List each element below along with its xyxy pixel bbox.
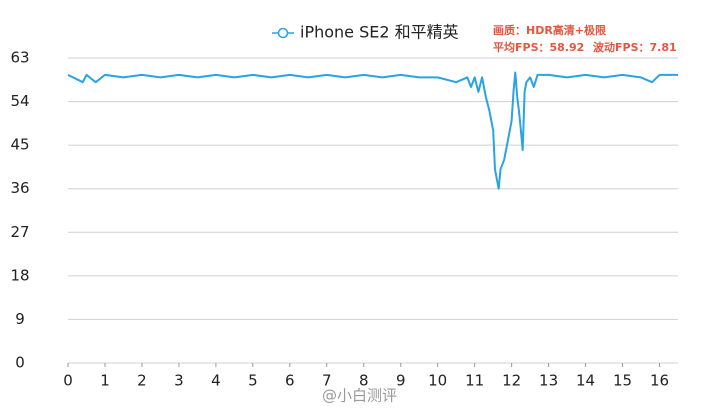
legend-label: iPhone SE2 和平精英 <box>300 23 459 42</box>
legend-swatch <box>277 27 289 39</box>
x-tick-label: 5 <box>248 372 258 390</box>
line <box>67 71 678 190</box>
y-tick-label: 36 <box>10 179 29 197</box>
x-tick-label: 12 <box>502 372 521 390</box>
x-tick-label: 2 <box>137 372 147 390</box>
x-tick-label: 0 <box>63 372 73 390</box>
y-tick-label: 0 <box>15 354 25 372</box>
y-tick-label: 63 <box>10 49 29 67</box>
x-tick-label: 1 <box>100 372 110 390</box>
annotation: 平均FPS：58.92 <box>493 40 584 54</box>
y-tick-label: 45 <box>10 136 29 154</box>
x-tick-label: 13 <box>539 372 558 390</box>
y-tick-label: 18 <box>10 266 29 284</box>
x-tick-label: 6 <box>285 372 295 390</box>
x-tick-label: 7 <box>322 372 332 390</box>
x-tick-label: 9 <box>396 372 406 390</box>
y-tick-label: 54 <box>10 92 29 110</box>
x-tick-label: 15 <box>613 372 632 390</box>
x-tick-label: 10 <box>428 372 447 390</box>
y-tick-label: 9 <box>15 310 25 328</box>
x-tick-label: 8 <box>359 372 369 390</box>
x-tick-label: 14 <box>576 372 595 390</box>
y-tick-label: 27 <box>10 223 29 241</box>
annotation: 波动FPS：7.81 <box>593 40 677 54</box>
x-tick-label: 11 <box>465 372 484 390</box>
x-tick-label: 16 <box>650 372 669 390</box>
watermark: @小白测评 <box>322 387 397 405</box>
x-tick-label: 3 <box>174 372 184 390</box>
annotation: 画质：HDR高清+极限 <box>493 23 606 37</box>
x-tick-label: 4 <box>211 372 221 390</box>
